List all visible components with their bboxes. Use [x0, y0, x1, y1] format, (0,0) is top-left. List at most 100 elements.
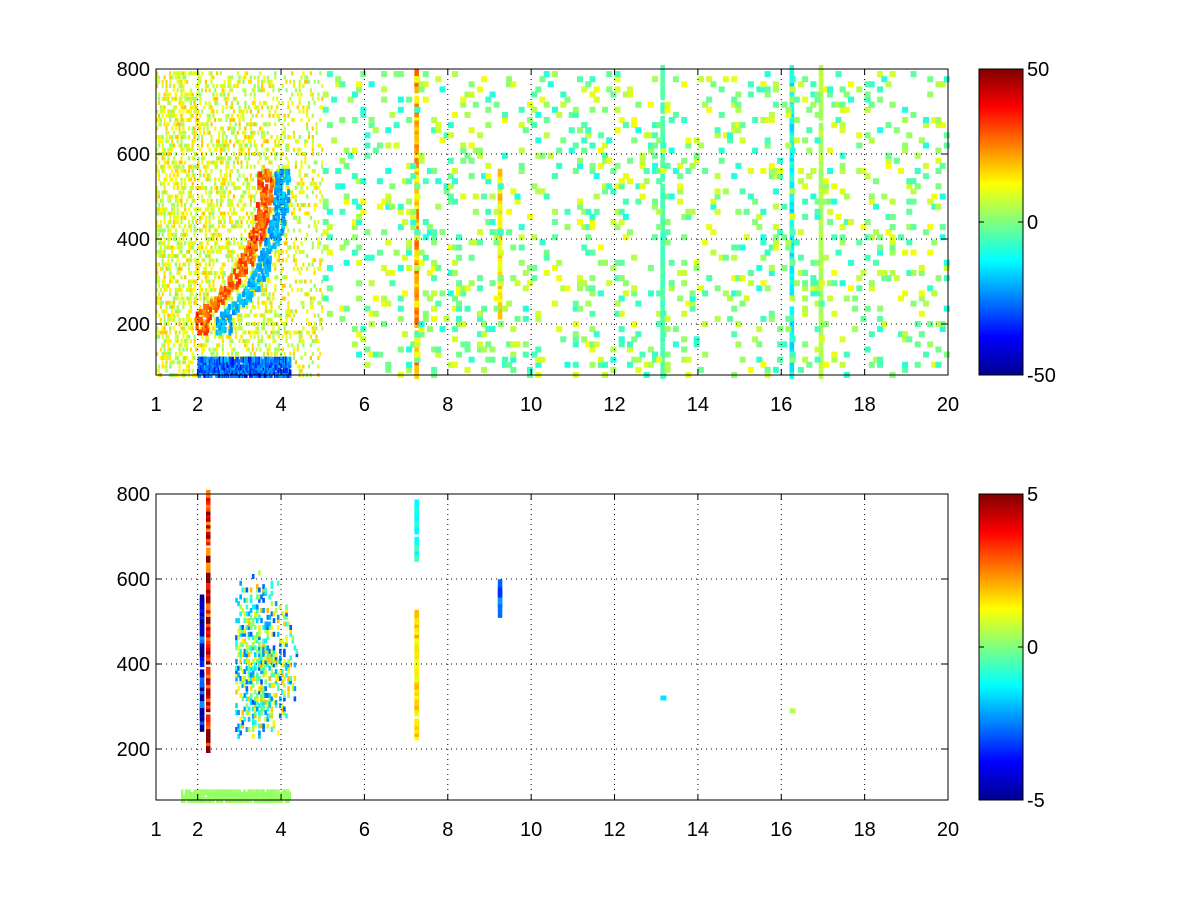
heatmap-cell	[313, 266, 316, 271]
heatmap-cell	[219, 266, 222, 271]
heatmap-cell	[806, 147, 813, 154]
heatmap-cell	[291, 71, 294, 76]
heatmap-cell	[296, 147, 299, 152]
heatmap-cell	[206, 207, 209, 212]
heatmap-cell	[206, 164, 209, 169]
heatmap-cell	[163, 237, 166, 241]
heatmap-cell	[178, 160, 181, 165]
heatmap-cell	[240, 279, 243, 284]
heatmap-cell	[289, 330, 292, 335]
heatmap-cell	[202, 347, 206, 352]
heatmap-cell	[232, 279, 236, 284]
heatmap-cell	[232, 126, 236, 131]
heatmap-cell	[272, 113, 275, 118]
heatmap-cell	[171, 126, 174, 131]
heatmap-cell	[456, 234, 463, 241]
x-tick-label: 18	[854, 394, 876, 416]
heatmap-cell	[802, 356, 809, 363]
heatmap-cell	[261, 143, 264, 148]
heatmap-cell	[172, 245, 176, 250]
heatmap-cell	[685, 137, 692, 144]
heatmap-cell	[618, 219, 625, 225]
heatmap-cell	[656, 122, 663, 129]
heatmap-cell	[251, 266, 254, 271]
heatmap-cell	[326, 224, 333, 231]
heatmap-cell	[315, 224, 318, 229]
heatmap-cell	[910, 178, 917, 185]
heatmap-cell	[165, 339, 168, 343]
heatmap-cell	[169, 262, 172, 267]
heatmap-cell	[356, 213, 363, 220]
heatmap-cell	[238, 258, 242, 265]
heatmap-cell	[204, 319, 208, 326]
heatmap-cell	[935, 203, 942, 210]
heatmap-cell	[287, 173, 291, 180]
heatmap-cell	[622, 198, 629, 205]
heatmap-cell	[902, 336, 909, 343]
heatmap-cell	[277, 258, 281, 263]
heatmap-cell	[460, 157, 467, 164]
heatmap-cell	[157, 211, 161, 216]
heatmap-cell	[236, 224, 239, 229]
heatmap-cell	[232, 207, 236, 212]
heatmap-cell	[300, 75, 303, 80]
heatmap-cell	[251, 113, 254, 118]
heatmap-cell	[660, 170, 665, 179]
heatmap-cell	[789, 306, 795, 315]
heatmap-cell	[216, 139, 219, 144]
heatmap-cell	[877, 361, 884, 368]
heatmap-cell	[231, 130, 234, 135]
heatmap-cell	[281, 334, 284, 339]
heatmap-cell	[176, 164, 179, 169]
heatmap-cell	[343, 198, 350, 205]
heatmap-cell	[497, 249, 504, 256]
heatmap-cell	[351, 219, 358, 225]
heatmap-cell	[697, 142, 704, 149]
heatmap-cell	[247, 135, 251, 139]
heatmap-cell	[163, 275, 166, 280]
heatmap-cell	[614, 76, 621, 83]
heatmap-cell	[497, 311, 503, 320]
heatmap-cell	[610, 188, 617, 195]
heatmap-cell	[174, 177, 177, 182]
heatmap-cell	[238, 122, 241, 127]
heatmap-cell	[376, 249, 383, 256]
heatmap-cell	[156, 135, 159, 139]
heatmap-cell	[182, 322, 185, 326]
heatmap-cell	[161, 139, 164, 144]
heatmap-cell	[266, 168, 270, 175]
heatmap-cell	[931, 290, 938, 297]
heatmap-cell	[618, 208, 625, 215]
heatmap-cell	[171, 75, 174, 80]
heatmap-cell	[247, 339, 251, 343]
heatmap-cell	[234, 122, 237, 127]
heatmap-cell	[176, 279, 179, 284]
heatmap-cell	[184, 224, 187, 229]
heatmap-cell	[435, 300, 442, 307]
heatmap-cell	[221, 105, 224, 110]
heatmap-cell	[176, 139, 179, 144]
heatmap-cell	[187, 296, 191, 301]
heatmap-cell	[285, 232, 288, 237]
heatmap-cell	[232, 143, 236, 148]
heatmap-cell	[939, 162, 946, 169]
heatmap-cell	[822, 254, 829, 261]
heatmap-cell	[264, 237, 268, 244]
heatmap-cell	[217, 334, 221, 339]
heatmap-cell	[178, 368, 181, 373]
heatmap-cell	[257, 300, 260, 305]
heatmap-cell	[304, 139, 307, 144]
heatmap-cell	[294, 262, 297, 267]
heatmap-cell	[161, 254, 164, 258]
heatmap-cell	[259, 347, 262, 352]
heatmap-cell	[191, 198, 194, 203]
heatmap-cell	[216, 241, 219, 246]
heatmap-cell	[204, 271, 207, 275]
heatmap-cell	[460, 142, 467, 149]
heatmap-cell	[260, 199, 264, 206]
heatmap-cell	[201, 288, 204, 292]
heatmap-cell	[281, 296, 284, 301]
heatmap-cell	[772, 224, 779, 231]
heatmap-cell	[300, 300, 303, 305]
heatmap-cell	[266, 79, 269, 84]
